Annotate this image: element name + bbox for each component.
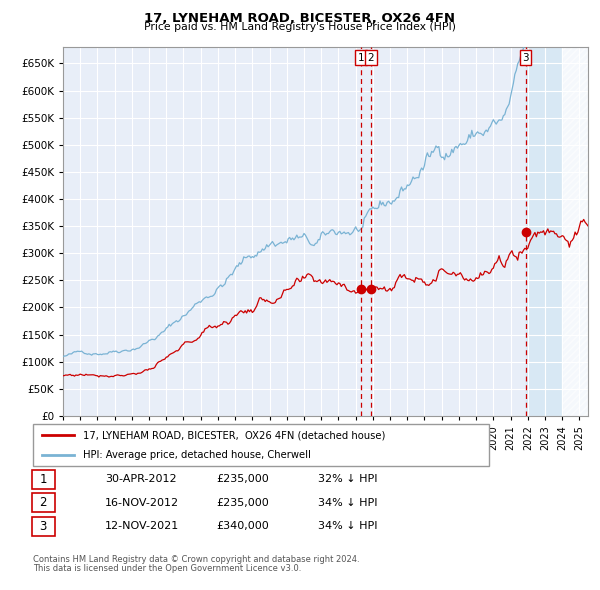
Text: £235,000: £235,000 [216,474,269,484]
Text: 1: 1 [40,473,47,486]
Text: 2: 2 [40,496,47,509]
Text: Contains HM Land Registry data © Crown copyright and database right 2024.: Contains HM Land Registry data © Crown c… [33,555,359,563]
FancyBboxPatch shape [32,517,55,536]
Text: 30-APR-2012: 30-APR-2012 [105,474,176,484]
Text: Price paid vs. HM Land Registry's House Price Index (HPI): Price paid vs. HM Land Registry's House … [144,22,456,32]
Text: 34% ↓ HPI: 34% ↓ HPI [318,498,377,507]
Text: 17, LYNEHAM ROAD, BICESTER, OX26 4FN: 17, LYNEHAM ROAD, BICESTER, OX26 4FN [145,12,455,25]
Text: 3: 3 [40,520,47,533]
Text: 3: 3 [522,53,529,63]
Text: £235,000: £235,000 [216,498,269,507]
Text: HPI: Average price, detached house, Cherwell: HPI: Average price, detached house, Cher… [83,450,311,460]
FancyBboxPatch shape [33,424,489,466]
Bar [562,47,588,416]
Text: 32% ↓ HPI: 32% ↓ HPI [318,474,377,484]
Bar [562,47,588,416]
Text: 12-NOV-2021: 12-NOV-2021 [105,522,179,531]
Text: This data is licensed under the Open Government Licence v3.0.: This data is licensed under the Open Gov… [33,564,301,573]
FancyBboxPatch shape [32,470,55,489]
Text: 16-NOV-2012: 16-NOV-2012 [105,498,179,507]
Text: 34% ↓ HPI: 34% ↓ HPI [318,522,377,531]
Bar [526,47,562,416]
Text: £340,000: £340,000 [216,522,269,531]
FancyBboxPatch shape [32,493,55,512]
Text: 17, LYNEHAM ROAD, BICESTER,  OX26 4FN (detached house): 17, LYNEHAM ROAD, BICESTER, OX26 4FN (de… [83,430,386,440]
Text: 2: 2 [367,53,374,63]
Text: 1: 1 [358,53,365,63]
